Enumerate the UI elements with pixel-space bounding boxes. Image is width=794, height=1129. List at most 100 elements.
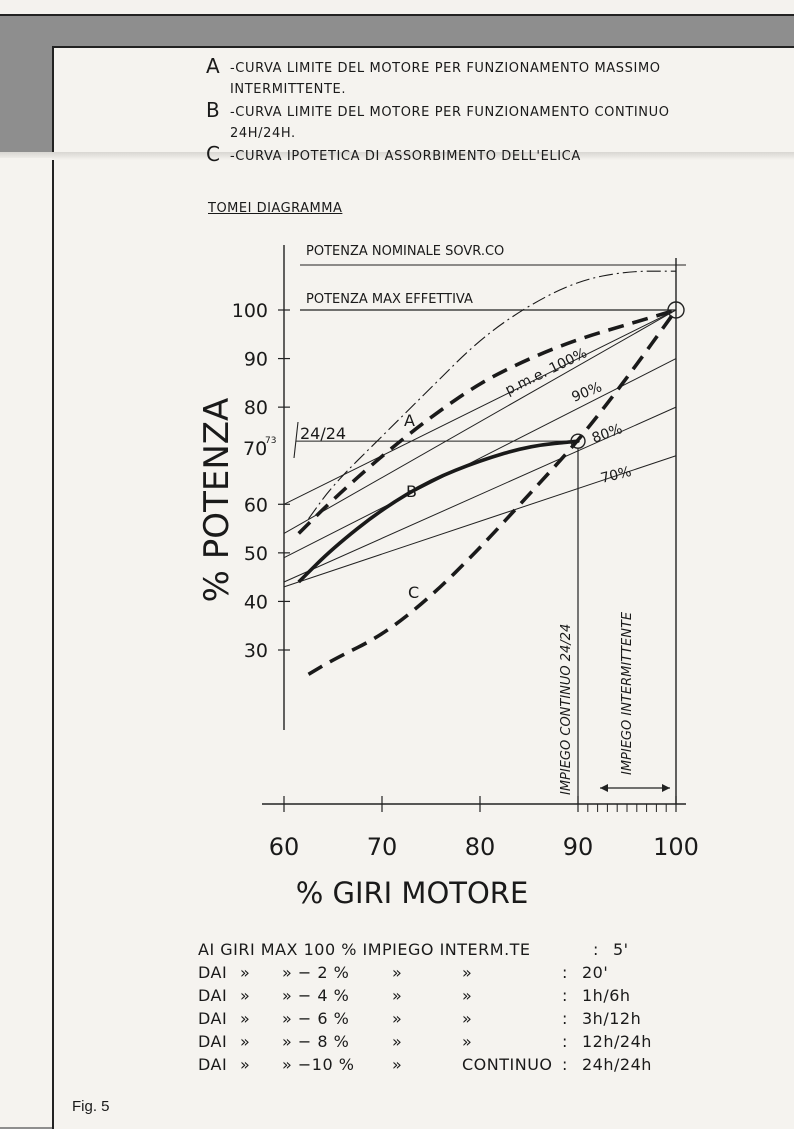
curve-b (297, 439, 579, 584)
table-cell: » (392, 1032, 403, 1051)
table-row: DAI » » − 4 % » » : 1h/6h (198, 986, 718, 1009)
table-cell: » (240, 1009, 251, 1028)
x-tick-label: 60 (269, 833, 300, 861)
intermittent-usage-table: AI GIRI MAX 100 % IMPIEGO INTERM.TE : 5'… (198, 940, 718, 1078)
table-cell: DAI (198, 1009, 228, 1028)
table-row: DAI » » − 2 % » » : 20' (198, 963, 718, 986)
diagram-subtitle: TOMEI DIAGRAMMA (208, 201, 343, 216)
top-page-edge (0, 0, 794, 16)
table-row: DAI » » − 6 % » » : 3h/12h (198, 1009, 718, 1032)
table-cell: » (392, 986, 403, 1005)
y-tick-label: 60 (244, 494, 268, 516)
curve-a (297, 308, 677, 535)
table-cell: » (462, 986, 473, 1005)
table-cell: » (462, 1009, 473, 1028)
table-cell: DAI (198, 963, 228, 982)
table-cell: DAI (198, 1032, 228, 1051)
table-cell: 3h/12h (582, 1009, 642, 1028)
table-cell: : (562, 1009, 568, 1028)
arrowhead-icon (600, 784, 670, 792)
table-cell: » (462, 963, 473, 982)
legend-text: -CURVA LIMITE DEL MOTORE PER FUNZIONAMEN… (230, 61, 661, 97)
pme-line (283, 455, 677, 588)
curve-label: C (408, 583, 419, 602)
pme-line (283, 358, 677, 559)
x-tick-label: 90 (563, 833, 594, 861)
table-cell: » (392, 1055, 403, 1074)
document-page (52, 46, 794, 1129)
page-left-margin (0, 158, 52, 1127)
x-tick-label: 100 (653, 833, 699, 861)
legend-key: B (206, 98, 221, 122)
pme-line (283, 406, 677, 583)
legend-text: -CURVA IPOTETICA DI ASSORBIMENTO DELL'EL… (230, 149, 581, 164)
y-tick-label: 40 (244, 591, 268, 613)
legend-item-a: A -CURVA LIMITE DEL MOTORE PER FUNZIONAM… (206, 56, 726, 100)
table-cell: 20' (582, 963, 609, 982)
table-cell: CONTINUO (462, 1055, 553, 1074)
table-cell: » − 8 % (282, 1032, 350, 1051)
y-tick-label: 70 (243, 438, 267, 460)
table-cell: 1h/6h (582, 986, 631, 1005)
curve-label: B (406, 482, 417, 501)
table-cell: : (593, 940, 599, 959)
table-cell: » − 4 % (282, 986, 350, 1005)
table-cell: DAI (198, 1055, 228, 1074)
max-power-label: POTENZA MAX EFFETTIVA (306, 292, 473, 307)
y-tick-label: 30 (244, 640, 268, 662)
curve-legend: A -CURVA LIMITE DEL MOTORE PER FUNZIONAM… (206, 56, 726, 167)
y-tick-superscript: 73 (265, 436, 276, 446)
legend-item-c: C -CURVA IPOTETICA DI ASSORBIMENTO DELL'… (206, 144, 726, 167)
y-tick-label: 90 (244, 349, 268, 371)
table-cell: » (240, 963, 251, 982)
table-cell: » (392, 1009, 403, 1028)
y-tick-label: 100 (232, 300, 268, 322)
y-tick-label: 50 (244, 543, 268, 565)
table-cell: 12h/24h (582, 1032, 652, 1051)
x-tick-label: 70 (367, 833, 398, 861)
figure-label: Fig. 5 (72, 1098, 110, 1115)
legend-key: A (206, 54, 221, 78)
region-label-intermittent: IMPIEGO INTERMITTENTE (620, 611, 635, 775)
continuous-operating-point (570, 433, 586, 449)
curve-c (307, 308, 678, 676)
nominal-power-label: POTENZA NOMINALE SOVR.CO (306, 244, 504, 259)
table-cell: » −10 % (282, 1055, 355, 1074)
pme-label: 80% (590, 421, 625, 447)
table-cell: AI GIRI MAX 100 % IMPIEGO INTERM.TE (198, 940, 531, 959)
max-operating-point (667, 301, 685, 319)
table-cell: : (562, 986, 568, 1005)
table-cell: : (562, 1055, 568, 1074)
table-cell: : (562, 963, 568, 982)
table-cell: : (562, 1032, 568, 1051)
table-cell: » (240, 1032, 251, 1051)
x-tick-label: 80 (465, 833, 496, 861)
table-cell: 24h/24h (582, 1055, 652, 1074)
continuous-power-label: 24/24 (300, 424, 346, 443)
table-row: DAI » » −10 % » CONTINUO : 24h/24h (198, 1055, 718, 1078)
y-tick-label: 80 (244, 397, 268, 419)
legend-key: C (206, 142, 221, 166)
table-cell: 5' (613, 940, 629, 959)
curve-label: A (404, 411, 415, 430)
pme-upper-line (283, 309, 677, 505)
curve-nominal-overload (308, 270, 676, 520)
region-label-continuous: IMPIEGO CONTINUO 24/24 (559, 624, 574, 795)
table-cell: » − 6 % (282, 1009, 350, 1028)
pme-label: 90% (570, 379, 605, 405)
continuous-label-slash (293, 421, 299, 459)
table-cell: » − 2 % (282, 963, 350, 982)
pme-line (283, 309, 677, 534)
table-row: AI GIRI MAX 100 % IMPIEGO INTERM.TE : 5' (198, 940, 718, 963)
y-axis-title: % POTENZA (197, 398, 237, 603)
table-cell: » (392, 963, 403, 982)
table-cell: » (240, 986, 251, 1005)
table-cell: » (240, 1055, 251, 1074)
legend-item-b: B -CURVA LIMITE DEL MOTORE PER FUNZIONAM… (206, 100, 726, 144)
pme-label: 70% (599, 464, 633, 487)
table-cell: DAI (198, 986, 228, 1005)
table-row: DAI » » − 8 % » » : 12h/24h (198, 1032, 718, 1055)
x-axis-title: % GIRI MOTORE (296, 876, 529, 910)
table-cell: » (462, 1032, 473, 1051)
